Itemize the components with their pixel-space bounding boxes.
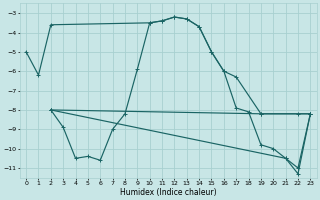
X-axis label: Humidex (Indice chaleur): Humidex (Indice chaleur) — [120, 188, 217, 197]
